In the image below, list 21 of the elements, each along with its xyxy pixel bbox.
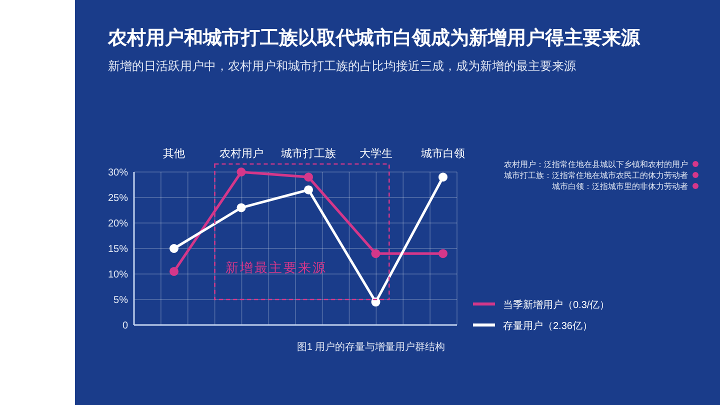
category: 农村用户 — [219, 148, 264, 160]
note: 城市白领：泛指城市里的非体力劳动者 — [552, 182, 688, 191]
note: 城市打工族：泛指常住地在城市农民工的体力劳动者 — [504, 171, 688, 180]
category: 其他 — [163, 148, 185, 160]
ytick: 15% — [108, 244, 128, 255]
category: 大学生 — [359, 148, 392, 160]
note: 农村用户：泛指常住地在县城以下乡镇和农村的用户 — [504, 160, 688, 169]
ytick: 0 — [122, 320, 128, 332]
category: 城市打工族 — [281, 148, 336, 160]
title: 农村用户和城市打工族以取代城市白领成为新增用户得主要来源 — [108, 28, 640, 49]
caption: 图1 用户的存量与增量用户群结构 — [296, 342, 446, 353]
ytick: 5% — [114, 295, 128, 306]
legend-label: 当季新增用户（0.3/亿） — [503, 300, 610, 311]
highlight-label: 新增最主要来源 — [225, 260, 327, 275]
ytick: 25% — [108, 193, 128, 204]
category: 城市白领 — [421, 148, 465, 160]
subtitle: 新增的日活跃用户中，农村用户和城市打工族的占比均接近三成，成为新增的最主要来源 — [108, 59, 576, 73]
ytick: 20% — [108, 218, 128, 230]
legend-label: 存量用户（2.36亿） — [503, 321, 592, 332]
ytick: 10% — [108, 270, 128, 280]
ytick: 30% — [108, 168, 128, 178]
